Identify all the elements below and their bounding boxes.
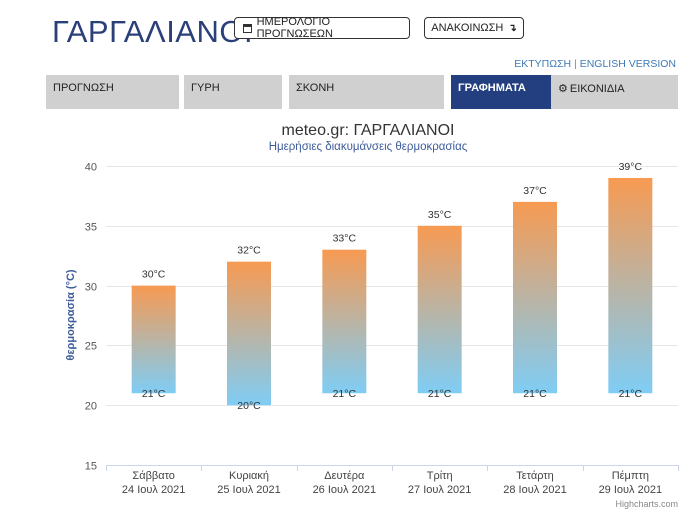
temperature-bar[interactable] bbox=[608, 177, 653, 394]
tab-dust-label: ΣΚΟΝΗ bbox=[296, 82, 335, 94]
x-date-label: 26 Ιουλ 2021 bbox=[313, 484, 377, 496]
temperature-bar[interactable] bbox=[131, 285, 176, 394]
min-temp-label: 21°C bbox=[142, 388, 166, 400]
y-tick-label: 30 bbox=[85, 282, 97, 294]
city-title: ΓΑΡΓΑΛΙΑΝΟΙ bbox=[52, 14, 254, 49]
x-date-label: 24 Ιουλ 2021 bbox=[122, 484, 186, 496]
print-link[interactable]: ΕΚΤΥΠΩΣΗ bbox=[514, 58, 572, 70]
min-temp-label: 20°C bbox=[237, 400, 261, 412]
forecast-calendar-button[interactable]: ΗΜΕΡΟΛΟΓΙΟ ΠΡΟΓΝΩΣΕΩΝ bbox=[234, 16, 410, 40]
calendar-icon bbox=[243, 23, 252, 33]
max-temp-label: 33°C bbox=[333, 233, 357, 245]
max-temp-label: 32°C bbox=[237, 245, 261, 257]
x-day-label: Τρίτη bbox=[427, 470, 453, 482]
y-tick-label: 35 bbox=[85, 222, 97, 234]
temperature-bar[interactable] bbox=[417, 225, 462, 394]
x-day-label: Τετάρτη bbox=[516, 470, 554, 482]
x-date-label: 27 Ιουλ 2021 bbox=[408, 484, 472, 496]
x-day-label: Κυριακή bbox=[229, 470, 269, 482]
y-tick-label: 25 bbox=[85, 341, 97, 353]
x-date-label: 25 Ιουλ 2021 bbox=[217, 484, 281, 496]
tab-icons-label: ΕΙΚΟΝΙΔΙΑ bbox=[569, 83, 625, 95]
chart-subtitle: Ημερήσιες διακυμάνσεις θερμοκρασίας bbox=[269, 141, 468, 153]
tab-forecast-label: ΠΡΟΓΝΩΣΗ bbox=[53, 82, 114, 94]
tab-bar: ΠΡΟΓΝΩΣΗ ΓΥΡΗ ΣΚΟΝΗ ΓΡΑΦΗΜΑΤΑ ⚙ ΕΙΚΟΝΙΔΙΑ bbox=[46, 75, 678, 109]
y-tick-label: 20 bbox=[85, 401, 97, 413]
x-date-label: 28 Ιουλ 2021 bbox=[503, 484, 567, 496]
top-links: ΕΚΤΥΠΩΣΗ | ENGLISH VERSION bbox=[514, 58, 676, 70]
min-temp-label: 21°C bbox=[333, 388, 357, 400]
temperature-bar[interactable] bbox=[513, 201, 557, 394]
temperature-bar[interactable] bbox=[322, 249, 367, 394]
max-temp-label: 30°C bbox=[142, 269, 166, 281]
min-temp-label: 21°C bbox=[523, 388, 547, 400]
min-temp-label: 21°C bbox=[428, 388, 452, 400]
tab-pollen[interactable]: ΓΥΡΗ bbox=[184, 75, 282, 109]
link-separator: | bbox=[574, 58, 577, 70]
tab-charts-label: ΓΡΑΦΗΜΑΤΑ bbox=[458, 82, 526, 94]
max-temp-label: 37°C bbox=[523, 185, 547, 197]
max-temp-label: 35°C bbox=[428, 209, 452, 221]
english-version-link[interactable]: ENGLISH VERSION bbox=[579, 58, 676, 70]
y-tick-label: 15 bbox=[85, 461, 97, 473]
announcement-label: ΑΝΑΚΟΙΝΩΣΗ bbox=[431, 22, 504, 34]
tab-forecast[interactable]: ΠΡΟΓΝΩΣΗ bbox=[46, 75, 179, 109]
chart-credits[interactable]: Highcharts.com bbox=[615, 499, 678, 509]
announcement-button[interactable]: ΑΝΑΚΟΙΝΩΣΗ ↴ bbox=[424, 17, 524, 39]
y-axis-label: θερμοκρασία (°C) bbox=[65, 269, 77, 361]
tab-pollen-label: ΓΥΡΗ bbox=[191, 82, 220, 94]
chart-title: meteo.gr: ΓΑΡΓΑΛΙΑΝΟΙ bbox=[282, 122, 455, 139]
tab-dust[interactable]: ΣΚΟΝΗ bbox=[289, 75, 444, 109]
x-day-label: Πέμπτη bbox=[612, 470, 649, 482]
temperature-bar[interactable] bbox=[227, 261, 271, 406]
arrow-icon: ↴ bbox=[508, 22, 517, 34]
y-tick-label: 40 bbox=[85, 162, 97, 174]
max-temp-label: 39°C bbox=[619, 161, 643, 173]
x-date-label: 29 Ιουλ 2021 bbox=[599, 484, 663, 496]
x-day-label: Σάββατο bbox=[132, 470, 174, 482]
min-temp-label: 21°C bbox=[619, 388, 643, 400]
tab-icons[interactable]: ⚙ ΕΙΚΟΝΙΔΙΑ bbox=[551, 75, 678, 109]
gear-icon: ⚙ bbox=[558, 83, 568, 95]
x-day-label: Δευτέρα bbox=[324, 470, 365, 482]
forecast-calendar-label: ΗΜΕΡΟΛΟΓΙΟ ΠΡΟΓΝΩΣΕΩΝ bbox=[256, 16, 333, 40]
